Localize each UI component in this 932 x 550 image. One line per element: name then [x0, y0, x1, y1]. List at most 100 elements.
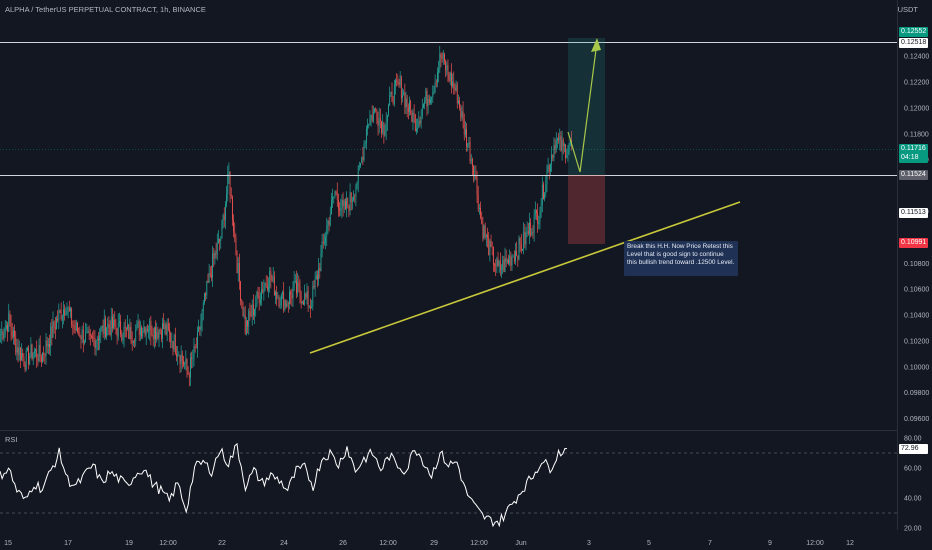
symbol-title[interactable]: ALPHA / TetherUS PERPETUAL CONTRACT, 1h,… [5, 5, 206, 14]
candle-body [156, 332, 158, 340]
candle-body [427, 99, 429, 107]
candle-body [399, 76, 401, 85]
candle-body [311, 306, 313, 309]
candle-body [466, 129, 467, 147]
candle-body [144, 326, 146, 336]
candle-body [324, 242, 325, 244]
candle-body [80, 337, 82, 339]
candle-body [22, 353, 24, 357]
candle-body [223, 215, 225, 221]
candle-body [3, 334, 5, 339]
candle-body [389, 94, 391, 106]
candle-body [165, 324, 167, 335]
candle-body [205, 293, 207, 296]
candle-body [31, 344, 33, 359]
candle-body [142, 331, 144, 337]
candle-body [319, 267, 321, 272]
candle-body [213, 253, 215, 259]
profit-zone[interactable] [568, 38, 605, 175]
candle-body [470, 159, 472, 162]
time-tick-label: 12:00 [470, 540, 488, 547]
candle-body [271, 279, 273, 281]
candle-body [272, 276, 274, 281]
loss-zone[interactable] [568, 175, 605, 244]
candle-body [208, 273, 210, 283]
candle-body [228, 171, 230, 174]
candle-body [143, 326, 145, 332]
candle-body [65, 314, 67, 315]
candle-body [0, 334, 1, 336]
candle-body [490, 240, 492, 247]
candle-body [60, 310, 62, 320]
candle-body [54, 327, 56, 329]
candle-body [146, 328, 148, 331]
candle-body [398, 82, 400, 85]
candle-body [538, 221, 540, 224]
candle-body [531, 232, 533, 236]
candle-body [227, 173, 229, 194]
candle-body [425, 90, 427, 101]
candle-body [138, 321, 140, 336]
candle-body [74, 328, 76, 331]
candle-body [252, 304, 254, 316]
rsi-indicator-label[interactable]: RSI [5, 435, 18, 444]
price-axis[interactable]: 0.124000.122000.120000.118000.116000.112… [904, 54, 929, 423]
current-price-tag: 0.11716 04:18 [899, 144, 928, 163]
candle-body [432, 92, 434, 98]
time-axis[interactable]: 15 17 19 12:00 22 24 26 12:00 29 12:00 Jun 3 5 7 9 12:0… [4, 540, 854, 547]
candle-body [541, 184, 543, 205]
candle-body [162, 323, 163, 339]
candle-body [136, 322, 138, 330]
candle-body [421, 107, 423, 116]
candle-body [127, 325, 128, 329]
candle-body [310, 306, 311, 309]
candle-body [488, 237, 490, 256]
candle-body [461, 111, 463, 118]
rsi-axis[interactable]: 80.00 60.00 40.00 20.00 [904, 436, 922, 533]
price-tick-label: 0.10200 [904, 338, 929, 345]
candle-body [157, 332, 159, 338]
time-tick-label: 29 [430, 540, 438, 547]
candle-body [569, 139, 571, 146]
candle-body [179, 355, 181, 364]
candle-body [5, 325, 7, 329]
candle-body [335, 191, 337, 193]
candle-body [11, 330, 13, 338]
candle-body [16, 347, 18, 353]
candle-body [184, 364, 186, 365]
candle-body [294, 280, 296, 282]
candle-body [544, 193, 546, 200]
candle-body [431, 97, 433, 100]
candle-body [52, 321, 54, 338]
time-tick-label: 7 [708, 540, 712, 547]
candle-body [515, 251, 516, 262]
candle-body [568, 145, 570, 151]
candle-body [448, 73, 450, 81]
candle-body [437, 71, 438, 83]
candle-body [139, 327, 141, 336]
candle-body [491, 246, 493, 248]
ascending-trendline[interactable] [309, 201, 741, 354]
projection-arrow[interactable] [567, 41, 598, 173]
candle-body [192, 358, 194, 360]
candle-body [63, 309, 64, 316]
candle-body [392, 101, 394, 104]
candle-body [47, 343, 49, 347]
trade-note[interactable]: Break this H.H. Now Price Retest this Le… [624, 241, 738, 276]
candle-body [524, 232, 526, 245]
candle-body [530, 222, 532, 236]
candle-body [262, 289, 264, 293]
candle-body [190, 357, 191, 378]
candle-body [119, 321, 120, 323]
candle-body [371, 115, 373, 121]
candle-body [481, 217, 483, 224]
candle-body [418, 120, 420, 129]
candle-body [299, 286, 301, 296]
candle-body [393, 85, 395, 104]
time-tick-label: 26 [339, 540, 347, 547]
candle-body [468, 142, 470, 145]
candle-body [502, 260, 504, 270]
candle-body [159, 329, 161, 331]
candle-body [149, 320, 151, 331]
